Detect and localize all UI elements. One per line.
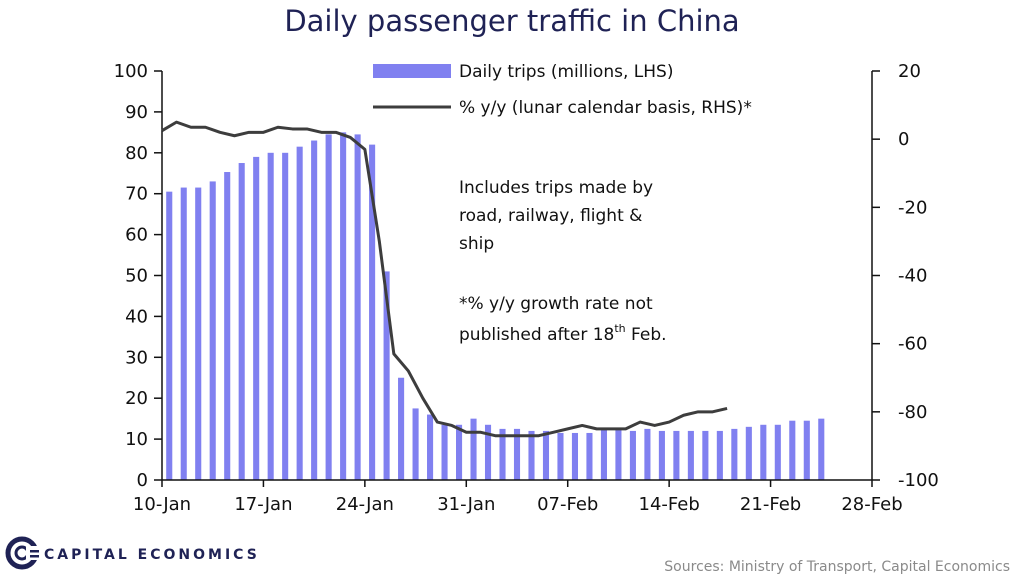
bar — [658, 430, 665, 480]
legend-label-line: % y/y (lunar calendar basis, RHS)* — [459, 98, 752, 118]
y-left-tick-label: 40 — [125, 306, 148, 327]
bar — [195, 187, 202, 480]
bar — [427, 414, 434, 480]
bar — [716, 430, 723, 480]
y-right-tick-label: -100 — [898, 470, 939, 491]
bar — [484, 424, 492, 480]
bar — [687, 430, 694, 480]
note-line-2: road, railway, flight & — [459, 206, 642, 226]
y-left-tick-label: 10 — [125, 429, 148, 450]
y-left-tick-label: 70 — [125, 184, 148, 205]
bar — [238, 163, 245, 480]
bar — [325, 134, 332, 480]
bar — [311, 140, 318, 480]
x-tick-label: 28-Feb — [841, 494, 902, 515]
y-left-tick-label: 60 — [125, 225, 148, 246]
legend-swatch-bar — [373, 64, 451, 78]
footnote-tail: Feb. — [626, 325, 667, 345]
yoy-growth-line — [161, 120, 728, 438]
bar — [470, 418, 477, 480]
bar — [818, 418, 825, 480]
bar — [166, 191, 173, 480]
source-note: Sources: Ministry of Transport, Capital … — [664, 559, 1010, 575]
note-line-1: Includes trips made by — [459, 178, 653, 198]
bar — [209, 181, 216, 480]
bar — [282, 152, 289, 481]
bar — [745, 426, 752, 480]
note-line-3: ship — [459, 234, 494, 254]
bar — [369, 144, 376, 480]
y-right-tick-label: -60 — [898, 334, 927, 355]
y-left-tick-label: 50 — [125, 266, 148, 287]
x-tick-label: 17-Jan — [234, 494, 292, 515]
legend-label-bar: Daily trips (millions, LHS) — [459, 62, 673, 82]
bar — [629, 430, 636, 480]
y-right-tick-label: -40 — [898, 266, 927, 287]
bar — [499, 428, 506, 481]
bar — [542, 430, 550, 480]
bar — [600, 428, 607, 481]
bar — [571, 432, 579, 480]
legend: Daily trips (millions, LHS) % y/y (lunar… — [373, 62, 752, 118]
bar — [253, 156, 260, 480]
y-right-tick-label: 0 — [898, 129, 909, 150]
x-tick-label: 21-Feb — [740, 494, 801, 515]
footnote-line-1: *% y/y growth rate not — [459, 294, 653, 314]
bar — [412, 408, 419, 480]
bar — [267, 152, 274, 481]
bar — [354, 134, 361, 480]
bar — [224, 172, 231, 480]
bar — [644, 428, 651, 481]
bar — [340, 132, 347, 480]
y-left-tick-label: 90 — [125, 102, 148, 123]
brand-logo: CAPITAL ECONOMICS — [5, 536, 260, 570]
bar-series — [166, 132, 825, 481]
capital-economics-logo-icon — [5, 536, 40, 570]
bar — [673, 430, 680, 480]
bar — [528, 430, 535, 480]
y-right-tick-label: -80 — [898, 402, 927, 423]
footnote-text: published after 18 — [459, 325, 614, 345]
y-right-tick-label: -20 — [898, 197, 927, 218]
bar — [615, 428, 622, 481]
bar — [731, 428, 738, 481]
bar — [296, 146, 303, 481]
bar — [803, 420, 810, 480]
y-left-tick-label: 80 — [125, 143, 148, 164]
y-left-tick-label: 100 — [114, 61, 148, 82]
axis-ticks: 0 10 20 30 40 50 60 70 80 90 100 -100 -80 -60 -40 -20 0 2… — [114, 61, 939, 515]
bar — [760, 424, 767, 480]
x-tick-label: 14-Feb — [639, 494, 700, 515]
brand-name: CAPITAL ECONOMICS — [44, 547, 260, 563]
footnote-line-2: published after 18th Feb. — [459, 322, 667, 345]
bar — [789, 420, 796, 480]
x-tick-label: 24-Jan — [336, 494, 394, 515]
footnote-superscript: th — [614, 322, 625, 335]
bar — [774, 424, 781, 480]
bar — [586, 432, 593, 480]
bar — [383, 271, 390, 480]
y-left-tick-label: 30 — [125, 347, 148, 368]
y-right-tick-label: 20 — [898, 61, 921, 82]
bar — [180, 187, 187, 480]
annotation-note: Includes trips made by road, railway, fl… — [459, 178, 667, 345]
y-left-tick-label: 20 — [125, 388, 148, 409]
bar — [557, 432, 564, 480]
bar — [513, 428, 521, 481]
chart-title: Daily passenger traffic in China — [284, 4, 739, 38]
y-left-tick-label: 0 — [137, 470, 148, 491]
bar — [398, 377, 405, 480]
bar — [441, 424, 448, 480]
line-series — [161, 120, 728, 438]
x-tick-label: 31-Jan — [437, 494, 495, 515]
bar — [702, 430, 709, 480]
x-tick-label: 07-Feb — [537, 494, 598, 515]
bar — [456, 424, 463, 480]
x-tick-label: 10-Jan — [133, 494, 191, 515]
